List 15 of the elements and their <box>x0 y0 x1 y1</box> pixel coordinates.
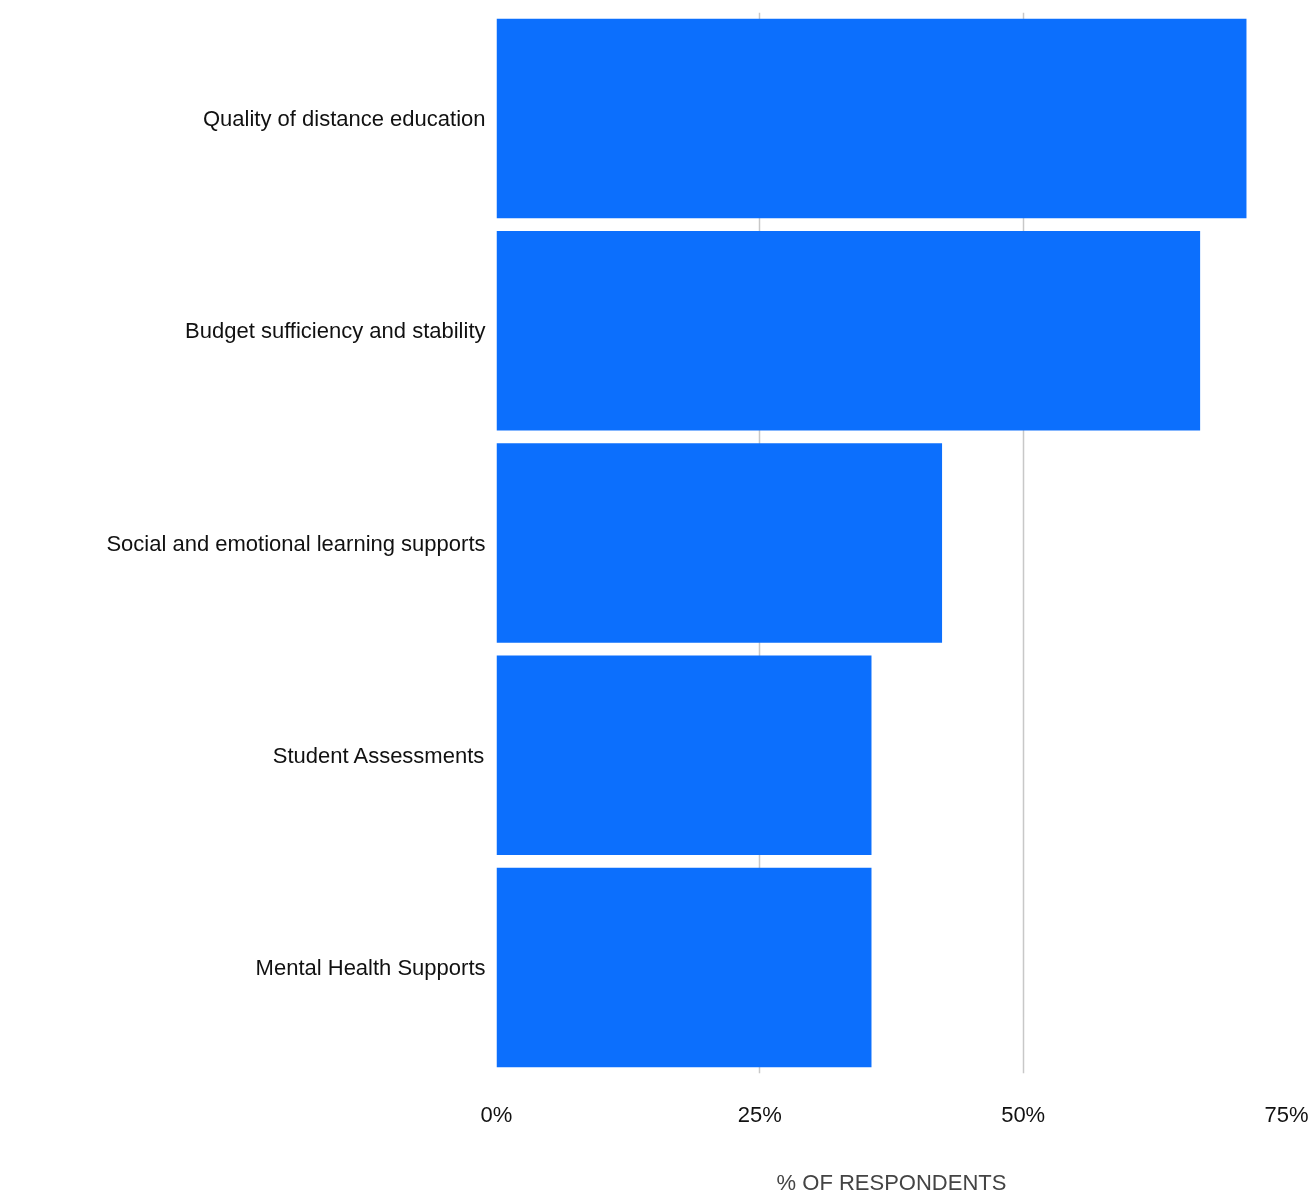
x-axis-title: % OF RESPONDENTS <box>776 1169 1007 1195</box>
y-tick-label: Budget sufficiency and stability <box>185 318 486 344</box>
x-tick-label: 50% <box>1001 1101 1046 1127</box>
y-tick-label: Social and emotional learning supports <box>106 530 486 556</box>
bar <box>496 867 872 1068</box>
y-tick-label: Quality of distance education <box>202 106 486 132</box>
bar <box>496 18 1247 219</box>
x-tick-label: 0% <box>480 1101 513 1127</box>
bar <box>496 443 943 643</box>
y-tick-label: Mental Health Supports <box>255 954 486 980</box>
bar <box>496 655 872 855</box>
x-tick-label: 75% <box>1264 1101 1309 1127</box>
bar <box>496 231 1201 431</box>
x-tick-label: 25% <box>737 1101 782 1127</box>
y-tick-label: Student Assessments <box>272 742 485 768</box>
